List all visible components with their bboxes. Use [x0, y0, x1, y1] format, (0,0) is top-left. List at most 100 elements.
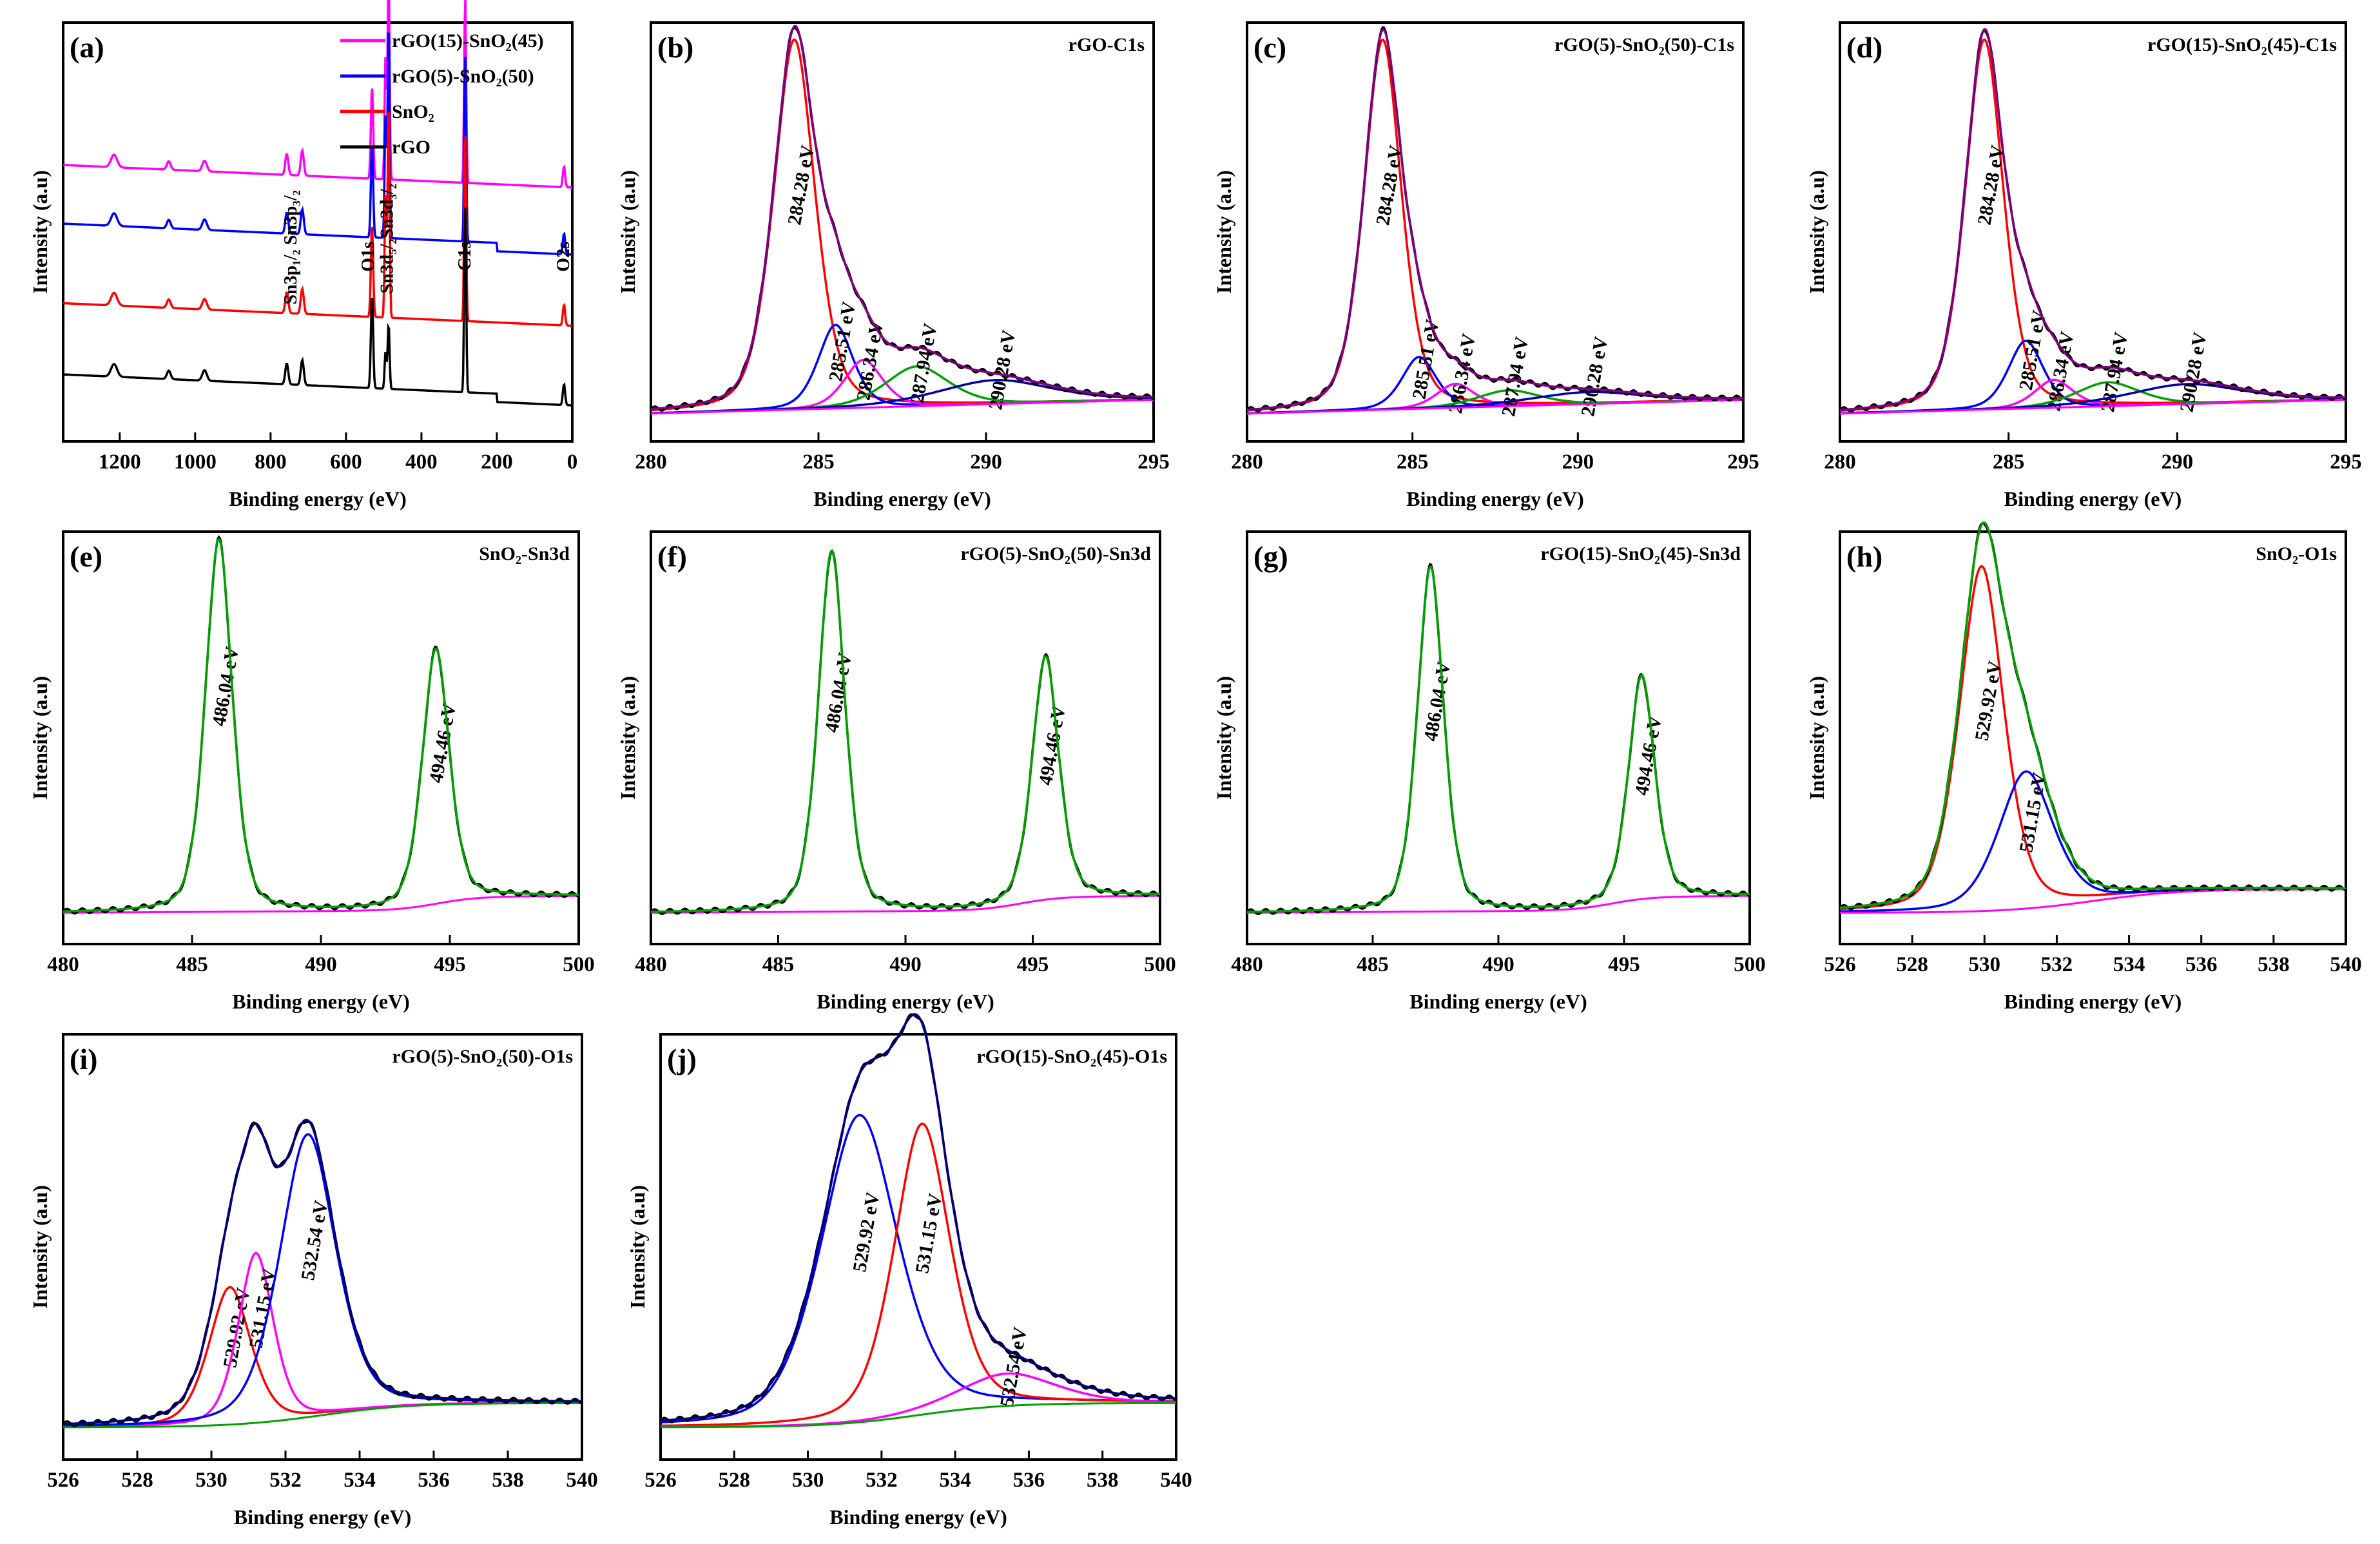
baseline-line: [63, 894, 579, 914]
baseline-line: [1246, 398, 1743, 415]
x-tick-label: 290: [970, 450, 1002, 474]
x-axis-label: Binding energy (eV): [1406, 487, 1584, 510]
peak-label: 532.54 eV: [297, 1199, 332, 1282]
panel-label: (b): [657, 31, 693, 64]
x-axis-label: Binding energy (eV): [229, 487, 407, 510]
chart-panel-e: 480 485 490 495 500 Binding energy (eV) Intens…: [28, 530, 595, 1013]
raw-spectrum-line: [1246, 563, 1750, 916]
x-tick-label: 500: [1144, 953, 1176, 976]
peak-label: 486.04 eV: [208, 644, 243, 728]
raw-spectrum-line: [650, 549, 1161, 915]
x-tick-label: 534: [2113, 953, 2145, 976]
x-tick-label: 538: [492, 1469, 524, 1492]
peak-annotation: O1s: [358, 242, 378, 272]
peak-annotation: C1s: [455, 242, 475, 271]
fit-envelope-line: [651, 550, 1160, 913]
fit-component-1: [1247, 356, 1743, 415]
x-tick-label: 0: [567, 450, 578, 474]
plot-frame: [62, 530, 580, 945]
peak-label: 531.15 eV: [911, 1192, 946, 1275]
fit-envelope-line: [63, 537, 579, 912]
panel-title: rGO(5)-SnO₂(50)-C1s: [1554, 34, 1734, 55]
x-tick-label: 530: [195, 1469, 227, 1492]
legend-entry: rGO(5)-SnO₂(50): [392, 66, 534, 87]
x-axis-label: Binding energy (eV): [234, 1505, 412, 1529]
panel-label: (c): [1253, 31, 1286, 64]
x-tick-label: 485: [762, 953, 795, 976]
baseline-line: [63, 1402, 582, 1429]
x-tick-label: 285: [1993, 450, 2025, 474]
x-tick-label: 480: [47, 953, 79, 976]
x-tick-label: 536: [1013, 1469, 1045, 1492]
x-axis-label: Binding energy (eV): [1409, 990, 1587, 1013]
baseline-line: [661, 1402, 1176, 1429]
x-tick-label: 400: [405, 450, 438, 474]
fit-envelope-line: [63, 1119, 582, 1425]
x-axis-label: Binding energy (eV): [829, 1505, 1007, 1529]
x-tick-label: 538: [2258, 953, 2290, 976]
chart-panel-j: 526 528 530 532 534 536 538 540 Binding energy (…: [626, 1013, 1192, 1529]
x-tick-label: 295: [1137, 450, 1170, 474]
panel-title: rGO(5)-SnO₂(50)-Sn3d: [960, 543, 1151, 565]
panel-title: rGO(15)-SnO₂(45)-C1s: [2147, 34, 2337, 55]
baseline-line: [650, 398, 1154, 415]
x-tick-label: 526: [644, 1469, 677, 1492]
y-axis-label: Intensity (a.u): [1805, 676, 1828, 800]
fit-envelope-line: [1839, 28, 2346, 411]
x-tick-label: 295: [2330, 450, 2362, 474]
x-tick-label: 495: [434, 953, 466, 976]
fit-envelope-line: [1247, 565, 1750, 913]
panel-title: rGO-C1s: [1069, 34, 1145, 55]
legend-entry: rGO(15)-SnO₂(45): [392, 30, 544, 52]
plot-frame: [62, 1033, 583, 1461]
peak-label: 286.34 eV: [853, 319, 887, 402]
peak-annotation: Sn3d₅/₂Sn3d₃/₂: [377, 184, 397, 294]
x-tick-label: 290: [1562, 450, 1594, 474]
panel-title: rGO(15)-SnO₂(45)-Sn3d: [1540, 543, 1741, 565]
x-tick-label: 532: [866, 1469, 898, 1492]
x-tick-label: 495: [1017, 953, 1049, 976]
peak-label: 290.28 eV: [1577, 334, 1612, 418]
legend-entry: rGO: [392, 137, 431, 158]
fit-component-1: [660, 1122, 1176, 1427]
x-tick-label: 530: [792, 1469, 824, 1492]
fit-component-0: [1839, 38, 2346, 412]
x-axis-label: Binding energy (eV): [232, 990, 410, 1013]
raw-spectrum-line: [62, 535, 579, 915]
peak-label: 486.04 eV: [821, 651, 856, 734]
x-tick-label: 280: [1824, 450, 1856, 474]
x-tick-label: 285: [1397, 450, 1429, 474]
x-tick-label: 528: [719, 1469, 751, 1492]
panel-label: (i): [70, 1043, 97, 1076]
x-tick-label: 290: [2162, 450, 2194, 474]
panel-label: (d): [1846, 31, 1882, 64]
fit-component-2: [63, 1133, 582, 1427]
fit-component-0: [1839, 565, 2346, 911]
chart-panel-d: 280 285 290 295 Binding energy (eV) Intensity…: [1805, 21, 2362, 510]
x-axis-label: Binding energy (eV): [2004, 487, 2182, 510]
x-tick-label: 540: [2330, 953, 2362, 976]
peak-annotation: Sn3p₁/₂ Sn3p₃/₂: [281, 190, 301, 305]
fit-envelope-line: [1839, 521, 2346, 909]
panel-label: (h): [1846, 540, 1882, 573]
x-tick-label: 485: [1357, 953, 1389, 976]
plot-frame: [62, 21, 574, 443]
chart-panel-b: 280 285 290 295 Binding energy (eV) Intensity…: [616, 21, 1170, 510]
x-tick-label: 285: [802, 450, 835, 474]
panel-title: rGO(5)-SnO₂(50)-O1s: [392, 1046, 573, 1067]
plot-frame: [1839, 21, 2347, 443]
panel-label: (g): [1253, 540, 1288, 573]
baseline-line: [1840, 888, 2346, 914]
y-axis-label: Intensity (a.u): [28, 1185, 52, 1309]
x-tick-label: 280: [635, 450, 667, 474]
panel-label: (e): [70, 540, 102, 573]
panel-title: rGO(15)-SnO₂(45)-O1s: [976, 1046, 1167, 1067]
x-tick-label: 480: [1231, 953, 1263, 976]
x-tick-label: 528: [121, 1469, 153, 1492]
raw-spectrum-line: [1839, 522, 2346, 911]
x-tick-label: 490: [305, 953, 337, 976]
peak-label: 494.46 eV: [1035, 704, 1070, 787]
x-tick-label: 800: [255, 450, 287, 474]
y-axis-label: Intensity (a.u): [28, 170, 52, 294]
